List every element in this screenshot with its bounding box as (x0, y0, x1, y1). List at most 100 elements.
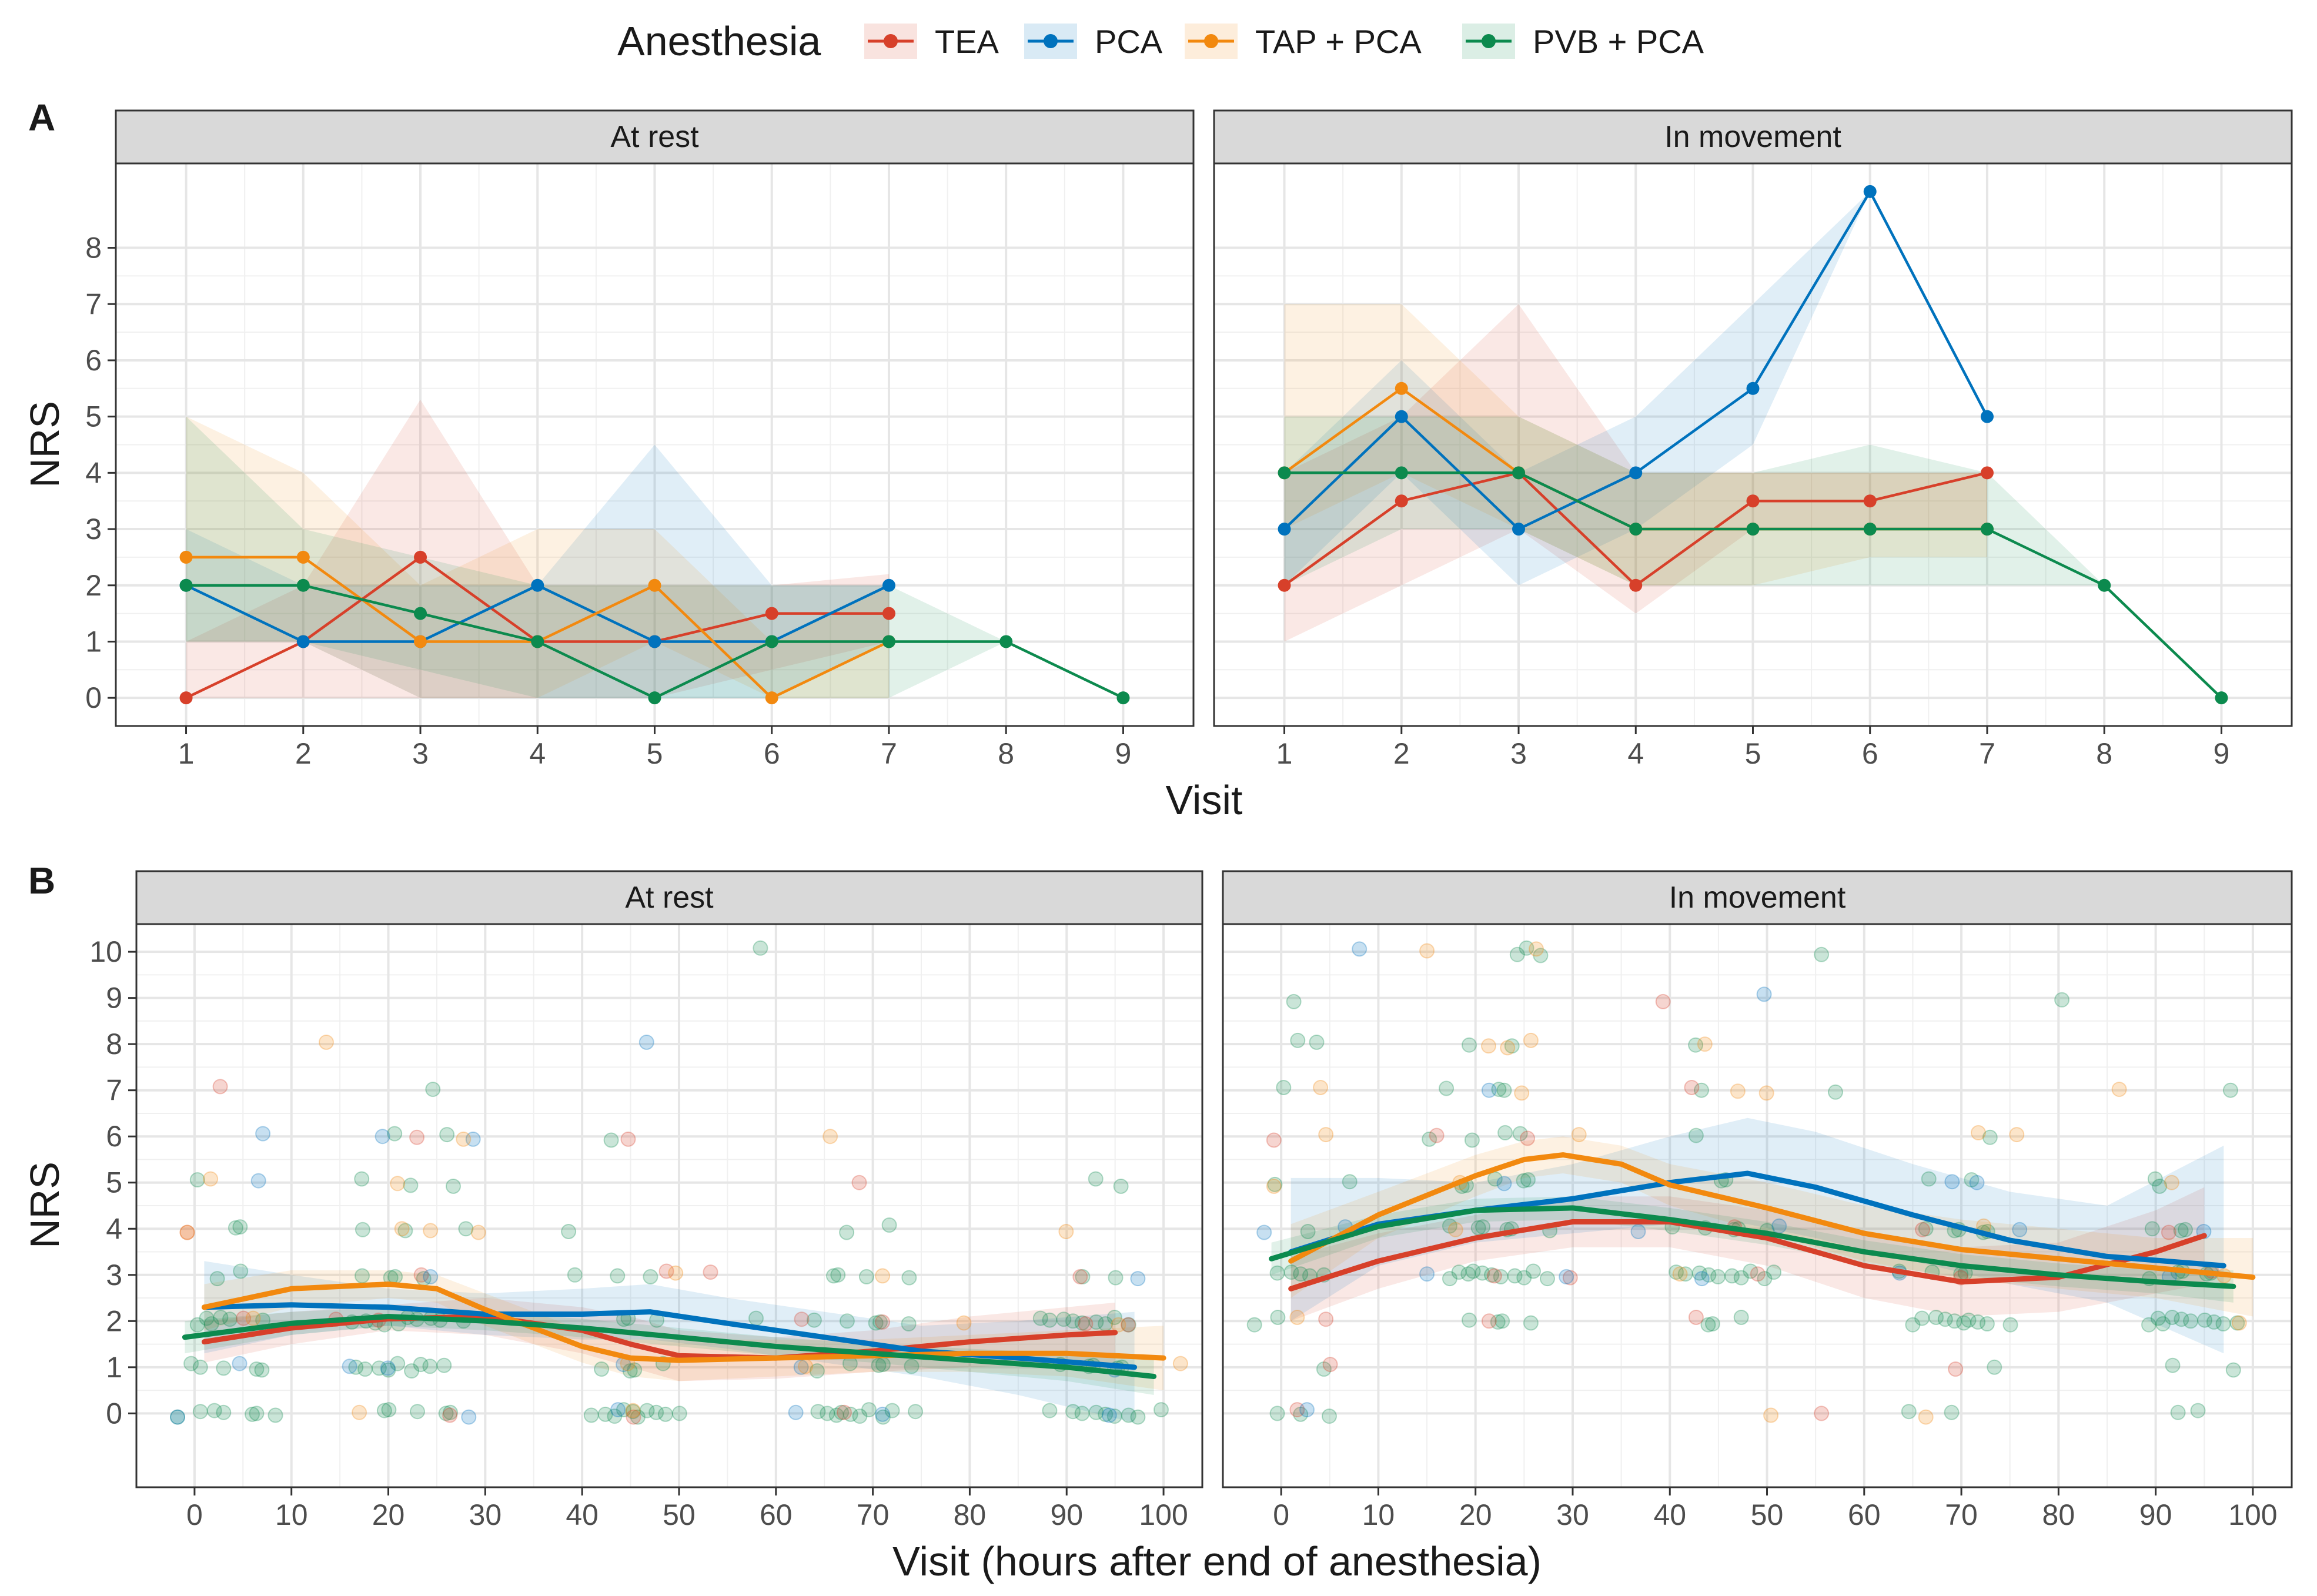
marker-PCA (1512, 523, 1526, 536)
y-tick-label: 1 (85, 625, 102, 658)
point-PVBPCA (2173, 1223, 2189, 1239)
point-PVBPCA (1342, 1174, 1358, 1190)
marker-PVBPCA (765, 635, 778, 648)
line-TEA (201, 1314, 1118, 1361)
point-PVBPCA (436, 1357, 452, 1373)
point-TAPPCA (1571, 1127, 1587, 1143)
point-PVBPCA (446, 1179, 461, 1194)
point-PVBPCA (671, 1406, 687, 1421)
point-TAPPCA (2231, 1315, 2247, 1331)
point-PVBPCA (1290, 1032, 1306, 1048)
point-TAPPCA (668, 1265, 684, 1281)
point-TAPPCA (423, 1223, 439, 1239)
x-tick-label: 6 (764, 737, 780, 770)
point-TAPPCA (1697, 1036, 1713, 1052)
point-PVBPCA (1964, 1172, 1980, 1187)
x-tick-label: 100 (2228, 1498, 2277, 1531)
point-PVBPCA (1956, 1315, 1972, 1331)
point-PCA (1630, 1224, 1646, 1239)
point-PVBPCA (904, 1359, 920, 1374)
point-TAPPCA (1500, 1040, 1516, 1056)
point-PVBPCA (1293, 1406, 1309, 1422)
point-PVBPCA (1293, 1266, 1309, 1282)
point-TAPPCA (1447, 1222, 1463, 1237)
point-PVBPCA (1491, 1082, 1507, 1098)
marker-PVBPCA (179, 578, 193, 592)
x-tick-label: 1 (1276, 737, 1293, 770)
point-TAPPCA (2111, 1082, 2127, 1098)
point-PCA (465, 1131, 481, 1147)
point-PVBPCA (1269, 1265, 1285, 1281)
point-PVBPCA (2150, 1310, 2166, 1326)
point-TAPPCA (1111, 1317, 1126, 1333)
point-TAPPCA (2164, 1175, 2179, 1190)
point-PVBPCA (861, 1402, 877, 1418)
point-PVBPCA (1470, 1220, 1486, 1236)
point-PVBPCA (648, 1404, 664, 1420)
point-PVBPCA (1075, 1269, 1091, 1284)
point-PVBPCA (2141, 1317, 2156, 1333)
point-PCA (875, 1406, 891, 1422)
point-TAPPCA (798, 1359, 814, 1374)
x-tick-label: 100 (1139, 1498, 1188, 1531)
point-PVBPCA (222, 1311, 238, 1327)
point-PVBPCA (443, 1404, 458, 1420)
point-PVBPCA (192, 1404, 208, 1420)
point-TAPPCA (245, 1310, 261, 1326)
y-tick-label: 8 (85, 232, 102, 265)
point-PCA (461, 1409, 477, 1425)
point-PVBPCA (607, 1408, 623, 1424)
ribbon-PCA (1290, 1117, 2224, 1354)
point-TEA (794, 1311, 810, 1327)
point-PVBPCA (1987, 1359, 2002, 1375)
marker-TEA (882, 607, 895, 620)
point-TEA (626, 1409, 641, 1425)
point-PVBPCA (1669, 1264, 1684, 1280)
point-PVBPCA (2147, 1171, 2163, 1187)
point-PVBPCA (2002, 1317, 2018, 1333)
point-PVBPCA (1710, 1269, 1726, 1284)
point-PVBPCA (871, 1357, 887, 1373)
marker-TEA (1629, 578, 1643, 592)
x-tick-label: 60 (760, 1498, 793, 1531)
marker-TEA (1746, 494, 1760, 508)
x-tick-label: 9 (2214, 737, 2230, 770)
point-PCA (170, 1409, 185, 1425)
legend-label-PCA: PCA (1095, 23, 1163, 60)
point-PCA (1756, 986, 1772, 1002)
point-PCA (1559, 1269, 1574, 1284)
point-PVBPCA (1766, 1264, 1782, 1280)
point-PVBPCA (858, 1269, 874, 1284)
point-PVBPCA (216, 1360, 232, 1376)
point-PVBPCA (2144, 1221, 2160, 1237)
marker-TAPPCA (648, 578, 661, 592)
point-PVBPCA (2165, 1357, 2181, 1373)
point-PVBPCA (1512, 1126, 1528, 1142)
point-PVBPCA (192, 1359, 208, 1375)
point-PVBPCA (881, 1217, 897, 1233)
point-TEA (703, 1264, 718, 1280)
point-TAPPCA (203, 1171, 219, 1187)
point-PVBPCA (1970, 1314, 1986, 1330)
point-TEA (1486, 1268, 1502, 1284)
point-TEA (1655, 993, 1671, 1009)
point-PVBPCA (2229, 1315, 2245, 1331)
y-tick-label: 5 (85, 400, 102, 433)
point-PVBPCA (425, 1082, 441, 1098)
point-PVBPCA (1464, 1132, 1480, 1148)
point-PVBPCA (387, 1126, 403, 1142)
x-tick-label: 80 (954, 1498, 987, 1531)
point-PVBPCA (1270, 1310, 1286, 1325)
x-tick-label: 50 (663, 1498, 696, 1531)
point-TAPPCA (352, 1404, 367, 1420)
point-PVBPCA (1496, 1082, 1512, 1098)
point-PVBPCA (1694, 1082, 1709, 1098)
point-PVBPCA (1828, 1084, 1843, 1100)
marker-PCA (296, 635, 310, 648)
x-tick-label: 70 (1945, 1498, 1978, 1531)
point-TAPPCA (1758, 1085, 1774, 1101)
strip-label: In movement (1669, 881, 1846, 915)
marker-TAPPCA (1395, 382, 1408, 395)
point-PCA (2012, 1222, 2028, 1237)
